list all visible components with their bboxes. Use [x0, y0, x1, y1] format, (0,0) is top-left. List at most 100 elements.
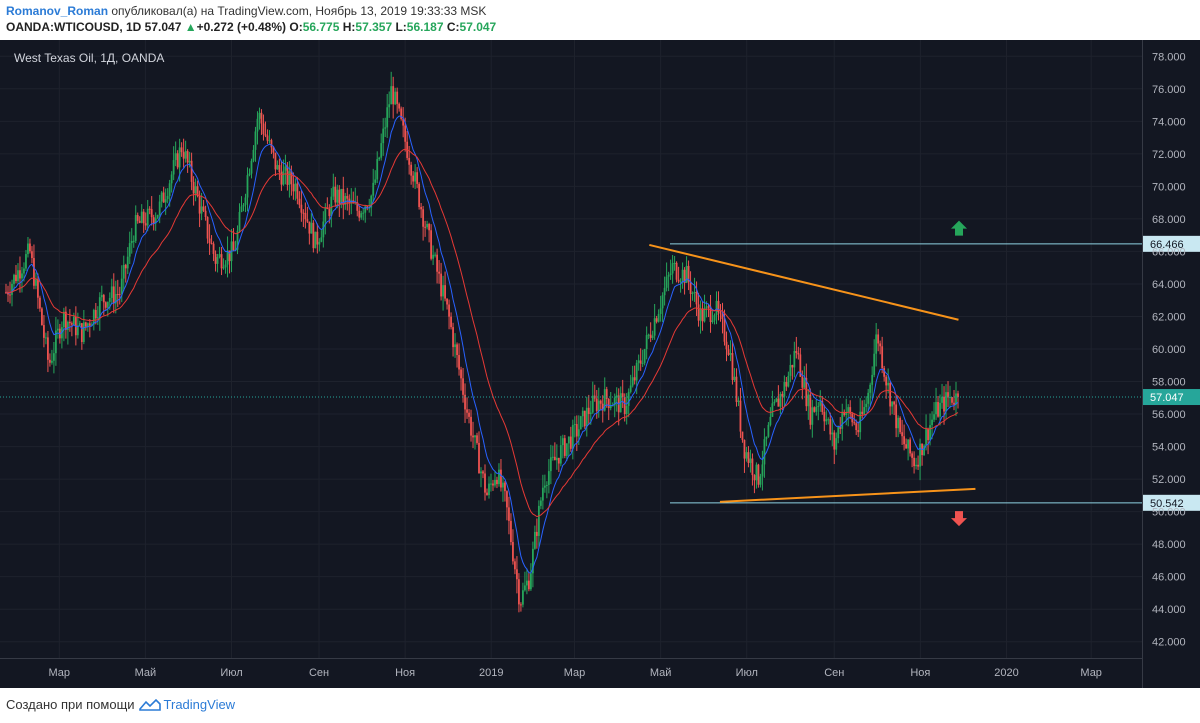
candle-body — [260, 112, 263, 124]
up-arrow[interactable] — [951, 220, 967, 236]
candle-body — [685, 265, 688, 283]
candle-body — [250, 160, 253, 174]
candle-body — [893, 401, 896, 405]
upper-trendline[interactable] — [649, 243, 959, 321]
candle-body — [949, 397, 951, 399]
chart-area[interactable]: 66.466 57.047 50.542 42.000 44.000 46.000 48.… — [0, 40, 1200, 688]
candle-body — [829, 419, 832, 435]
candle-body — [510, 520, 512, 543]
y-tick-label: 56.000 — [1152, 409, 1186, 421]
price-change: +0.272 (+0.48%) — [196, 20, 287, 34]
candle-body — [861, 411, 864, 415]
y-tick-label: 70.000 — [1152, 181, 1186, 193]
candle-body — [378, 157, 381, 160]
candle-body — [937, 402, 939, 417]
candle-body — [72, 316, 75, 325]
candle-body — [941, 396, 943, 403]
candle-body — [468, 412, 470, 417]
candle-body — [587, 407, 590, 414]
y-tick-label: 78.000 — [1152, 51, 1186, 63]
candle-body — [420, 206, 423, 210]
candle-body — [364, 206, 367, 213]
candle-body — [909, 439, 912, 454]
candle-body — [747, 452, 750, 463]
candle-body — [152, 217, 155, 224]
candle-body — [360, 213, 363, 218]
candle-body — [759, 476, 762, 485]
open-value: 56.775 — [302, 20, 340, 34]
candle-body — [805, 377, 808, 407]
candle-body — [689, 281, 692, 294]
candle-body — [94, 310, 97, 319]
candle-body — [258, 112, 261, 119]
price-axis[interactable] — [1142, 40, 1200, 688]
x-tick-label: Мар — [1080, 667, 1102, 679]
candle-body — [957, 393, 959, 397]
candle-body — [444, 285, 446, 299]
candle-body — [19, 270, 21, 279]
level-tag — [1143, 235, 1200, 252]
candle-body — [138, 220, 141, 223]
candle-body — [522, 590, 524, 605]
candle-body — [512, 542, 514, 562]
candles — [5, 71, 959, 613]
candle-body — [867, 392, 870, 404]
axis-labels: 42.000 44.000 46.000 48.000 50.000 52.000 54.0… — [49, 51, 1186, 679]
x-tick-label: Сен — [824, 667, 844, 679]
y-tick-label: 52.000 — [1152, 474, 1186, 486]
candle-body — [877, 334, 880, 344]
candle-body — [240, 206, 243, 212]
candle-body — [320, 237, 323, 242]
candle-body — [719, 311, 722, 314]
candle-body — [537, 505, 540, 536]
last-price-tag — [1143, 389, 1200, 406]
candle-body — [29, 243, 31, 252]
candle-body — [218, 254, 221, 258]
candle-body — [683, 269, 686, 283]
candle-body — [88, 323, 91, 326]
candle-body — [675, 262, 678, 280]
candle-body — [270, 140, 273, 148]
down-arrow[interactable] — [951, 511, 967, 527]
candle-body — [146, 208, 149, 226]
chart-svg[interactable]: 66.466 57.047 50.542 42.000 44.000 46.000 48.… — [0, 40, 1200, 688]
candle-body — [524, 585, 526, 591]
candle-body — [90, 324, 93, 326]
candle-body — [771, 403, 774, 417]
candle-body — [919, 443, 921, 467]
candle-body — [164, 199, 167, 203]
candle-body — [92, 310, 95, 325]
close-value: 57.047 — [459, 20, 497, 34]
candle-body — [500, 469, 502, 488]
tradingview-link[interactable]: TradingView — [138, 697, 235, 712]
y-tick-label: 54.000 — [1152, 442, 1186, 454]
candle-body — [476, 435, 478, 443]
candle-body — [649, 334, 652, 338]
candle-body — [166, 195, 169, 200]
candle-body — [172, 160, 175, 175]
candle-body — [881, 346, 884, 369]
candle-body — [665, 276, 668, 288]
candle-body — [372, 182, 375, 196]
candle-body — [901, 432, 904, 437]
candle-body — [599, 400, 602, 404]
candle-body — [118, 294, 121, 296]
lower-trendline[interactable] — [719, 487, 976, 503]
candle-body — [27, 243, 29, 255]
symbol: OANDA:WTICOUSD, 1D — [6, 20, 142, 34]
candle-body — [887, 382, 890, 386]
candle-body — [312, 222, 315, 249]
candle-body — [855, 423, 858, 431]
open-label: O: — [289, 20, 303, 34]
candle-body — [721, 313, 724, 320]
author-name[interactable]: Romanov_Roman — [6, 4, 109, 18]
candle-body — [210, 242, 213, 244]
candle-body — [394, 91, 397, 105]
candle-body — [198, 196, 201, 214]
candle-body — [304, 213, 307, 220]
candle-body — [494, 479, 496, 486]
candle-body — [713, 315, 716, 321]
time-axis[interactable] — [0, 658, 1142, 688]
candle-body — [440, 273, 442, 297]
level-tag-label: 66.466 — [1150, 239, 1184, 251]
